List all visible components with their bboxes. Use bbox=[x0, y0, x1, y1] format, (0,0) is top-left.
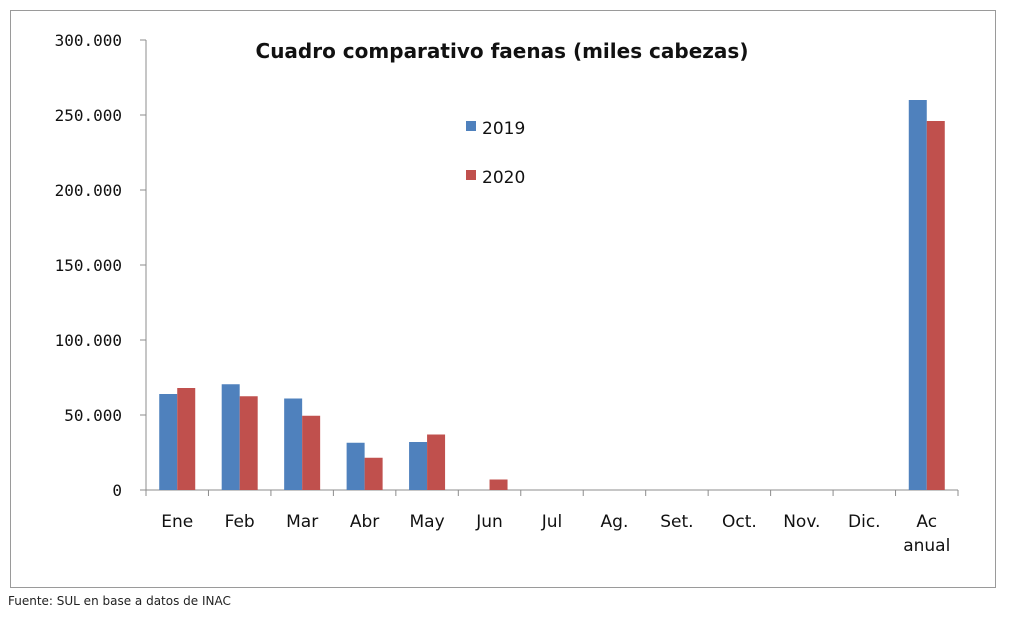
legend-label-2019: 2019 bbox=[482, 119, 525, 139]
y-tick-label: 300.000 bbox=[55, 31, 122, 50]
y-tick-label: 0 bbox=[112, 481, 122, 500]
bar-2019-ene bbox=[159, 394, 178, 490]
legend-swatch-2019 bbox=[466, 121, 476, 131]
bar-chart: Cuadro comparativo faenas (miles cabezas… bbox=[55, 31, 959, 556]
bar-2020-abr bbox=[364, 457, 383, 490]
legend-swatch-2020 bbox=[466, 170, 476, 180]
chart-title: Cuadro comparativo faenas (miles cabezas… bbox=[256, 39, 749, 63]
x-tick-label: Set. bbox=[660, 512, 693, 532]
bar-2020-ene bbox=[177, 388, 196, 490]
x-tick-label: Oct. bbox=[722, 512, 757, 532]
x-tick-label: Jul bbox=[541, 512, 563, 532]
x-tick-label: Ac anual bbox=[903, 512, 950, 556]
y-tick-label: 100.000 bbox=[55, 331, 122, 350]
bar-2019-abr bbox=[346, 442, 365, 490]
x-tick-label: Nov. bbox=[783, 512, 820, 532]
y-axis: 0 50.000 100.000 150.000 200.000 250.000 300.0… bbox=[55, 31, 147, 500]
x-tick-label: Abr bbox=[350, 512, 379, 532]
bars bbox=[159, 100, 945, 490]
bar-2020-jun bbox=[489, 479, 508, 490]
bar-2019-ac-anual bbox=[908, 100, 927, 490]
x-tick-label: Dic. bbox=[848, 512, 881, 532]
bar-2019-mar bbox=[284, 398, 303, 490]
x-tick-label: Jun bbox=[475, 512, 503, 532]
bar-2020-may bbox=[427, 434, 446, 490]
chart-frame bbox=[10, 10, 996, 588]
legend-label-2020: 2020 bbox=[482, 168, 525, 188]
x-tick-label: May bbox=[409, 512, 444, 532]
x-tick-label: Ag. bbox=[601, 512, 629, 532]
bar-2020-feb bbox=[239, 396, 258, 490]
source-note: Fuente: SUL en base a datos de INAC bbox=[8, 594, 231, 608]
bar-2019-may bbox=[409, 442, 428, 490]
x-tick-label: Feb bbox=[225, 512, 255, 532]
y-tick-label: 50.000 bbox=[64, 406, 122, 425]
bar-2019-feb bbox=[221, 384, 240, 490]
x-axis: Ene Feb Mar Abr May Jun Jul Ag. Set. Oct. Nov. Dic.… bbox=[145, 489, 959, 556]
bar-2020-ac-anual bbox=[926, 121, 945, 490]
y-tick-label: 250.000 bbox=[55, 106, 122, 125]
x-tick-label: Mar bbox=[286, 512, 318, 532]
y-tick-label: 200.000 bbox=[55, 181, 122, 200]
legend: 2019 2020 bbox=[466, 119, 525, 188]
y-tick-label: 150.000 bbox=[55, 256, 122, 275]
x-tick-label: Ene bbox=[161, 512, 193, 532]
bar-2020-mar bbox=[302, 415, 321, 490]
